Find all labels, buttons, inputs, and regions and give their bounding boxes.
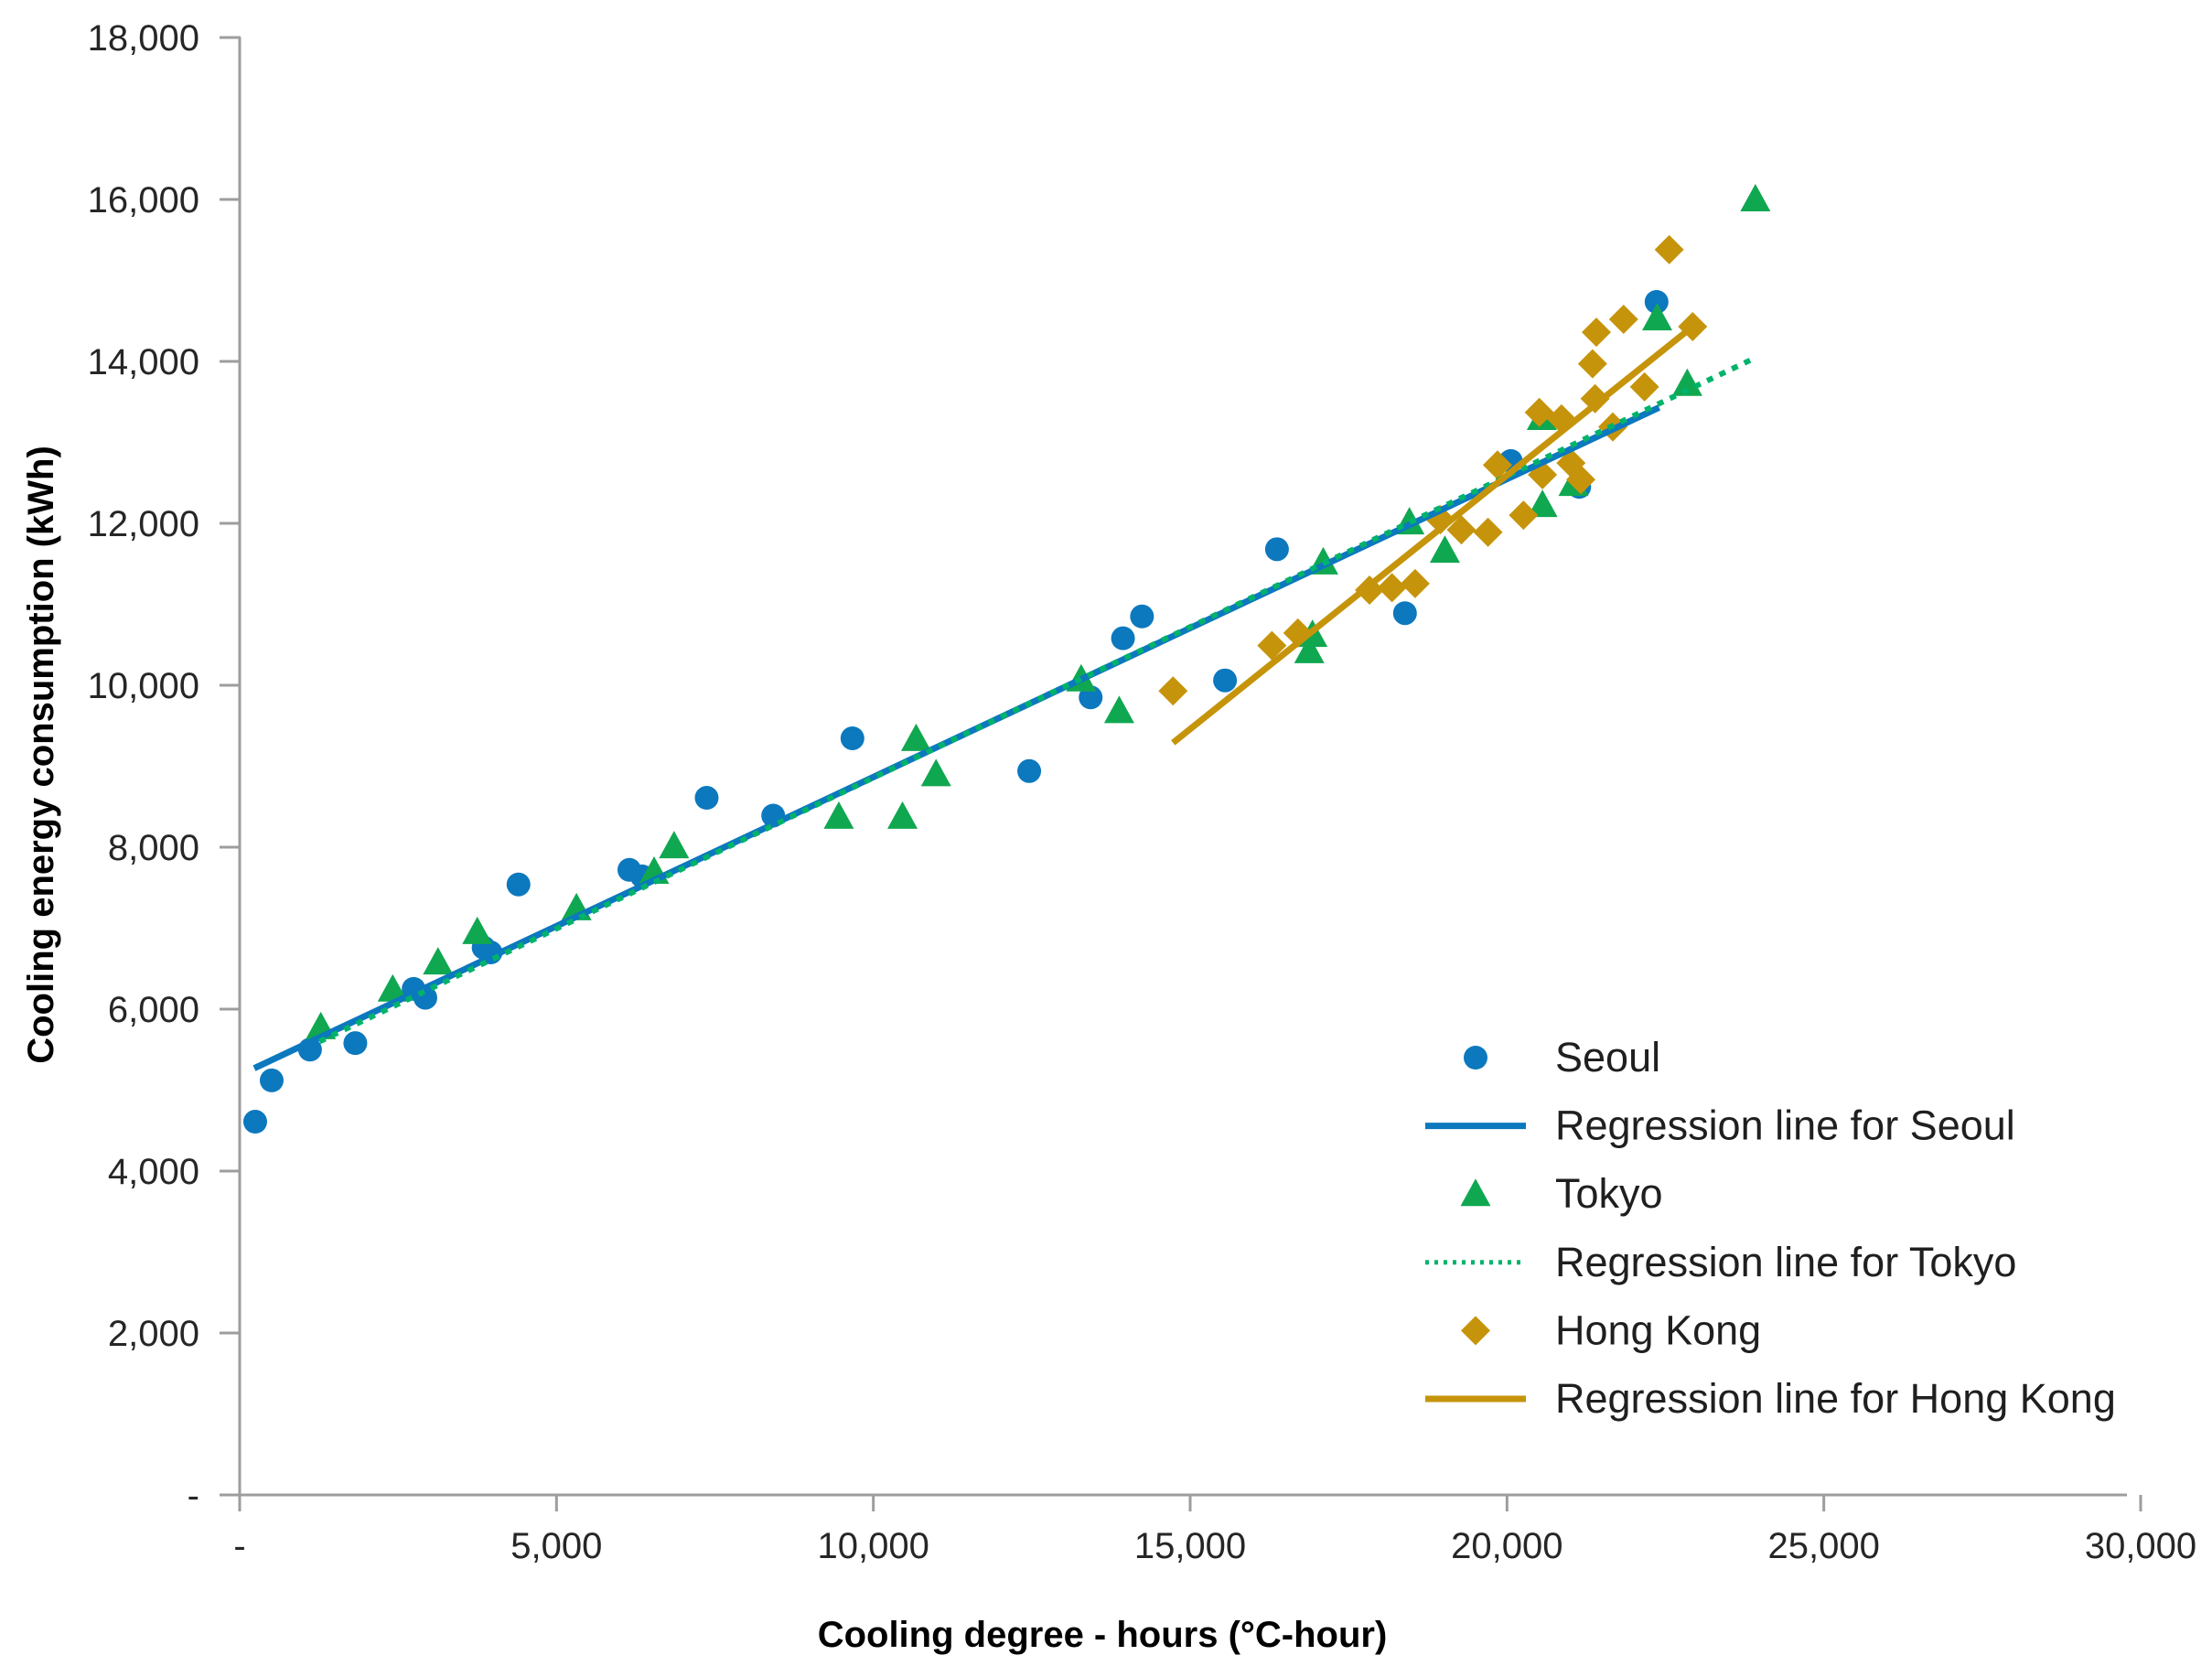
seoul-point-marker [1213, 668, 1238, 693]
tokyo-point-marker [1740, 184, 1771, 211]
legend-item-hong-kong: Hong Kong [1461, 1306, 1761, 1353]
series-seoul [242, 289, 1669, 1134]
legend-item-seoul: Seoul [1464, 1034, 1660, 1080]
legend-triangle-swatch [1460, 1178, 1491, 1207]
legend-diamond-swatch [1461, 1316, 1490, 1346]
tokyo-point-marker [659, 831, 690, 859]
hong-kong-point-marker [1580, 383, 1610, 414]
tokyo-point-marker [377, 973, 408, 1002]
y-tick-label: 4,000 [108, 1152, 199, 1192]
tokyo-point-marker [823, 801, 854, 829]
hong-kong-point-marker [1257, 630, 1287, 661]
seoul-point-marker [1017, 758, 1042, 783]
seoul-point-marker [1392, 601, 1417, 626]
y-axis-title: Cooling energy consumption (kWh) [21, 446, 61, 1064]
series-tokyo [306, 184, 1771, 1039]
x-tick-label: 25,000 [1767, 1526, 1879, 1566]
hong-kong-point-marker [1566, 465, 1596, 495]
regression-lines [252, 324, 1755, 1071]
series-hong-kong [1158, 234, 1708, 706]
seoul-point-marker [1264, 537, 1289, 562]
y-tick-label: 18,000 [88, 18, 199, 59]
tokyo-point-marker [1103, 695, 1134, 724]
hong-kong-point-marker [1528, 459, 1558, 489]
hong-kong-point-marker [1400, 568, 1430, 598]
seoul-point-marker [259, 1068, 284, 1092]
legend-label: Seoul [1555, 1034, 1660, 1080]
tokyo-point-marker [423, 947, 454, 975]
y-tick-label: 2,000 [108, 1314, 199, 1354]
tokyo-point-marker [1429, 535, 1460, 564]
x-tick-label: 30,000 [2085, 1526, 2196, 1566]
tokyo-point-marker [1671, 368, 1702, 396]
legend-item-regression-line-for-hong-kong: Regression line for Hong Kong [1425, 1375, 2116, 1422]
x-tick-label: 20,000 [1451, 1526, 1562, 1566]
legend-circle-swatch [1464, 1046, 1487, 1070]
tokyo-point-marker [1527, 489, 1558, 518]
legend-label: Regression line for Tokyo [1555, 1239, 2016, 1285]
legend-item-regression-line-for-tokyo: Regression line for Tokyo [1425, 1239, 2016, 1285]
tokyo-point-marker [1294, 635, 1325, 663]
hong-kong-point-marker [1654, 234, 1684, 264]
hong-kong-point-marker [1158, 676, 1188, 706]
legend-label: Tokyo [1555, 1170, 1663, 1217]
hong-kong-point-marker [1581, 317, 1611, 348]
hong-kong-point-marker [1473, 517, 1503, 547]
y-tick-label: 12,000 [88, 504, 199, 544]
hong-kong-point-marker [1509, 500, 1539, 531]
legend-label: Regression line for Seoul [1555, 1102, 2015, 1149]
legend-label: Hong Kong [1555, 1306, 1761, 1353]
legend-label: Regression line for Hong Kong [1555, 1375, 2116, 1422]
hong-kong-point-marker [1446, 515, 1476, 545]
legend: Seoul Regression line for Seoul Tokyo Regre… [1425, 1034, 2116, 1422]
seoul-point-marker [840, 726, 864, 750]
hong-kong-point-marker [1629, 371, 1659, 402]
axis-tick-labels: - 2,000 4,000 6,000 8,000 10,000 12,000 14,000 1… [88, 18, 2197, 1566]
regression-line-for-hong-kong [1171, 324, 1695, 746]
legend-item-tokyo: Tokyo [1460, 1170, 1663, 1217]
seoul-point-marker [1130, 604, 1154, 629]
y-tick-label: 8,000 [108, 828, 199, 868]
x-tick-label: - [233, 1526, 245, 1566]
seoul-point-marker [242, 1110, 267, 1134]
seoul-point-marker [506, 872, 531, 897]
data-points [242, 184, 1771, 1134]
seoul-point-marker [343, 1031, 368, 1056]
tokyo-point-marker [1641, 303, 1672, 331]
seoul-point-marker [1111, 626, 1135, 650]
x-tick-label: 5,000 [510, 1526, 602, 1566]
tokyo-point-marker [900, 723, 931, 751]
axis-ticks [220, 36, 2142, 1511]
hong-kong-point-marker [1524, 397, 1554, 427]
x-tick-label: 10,000 [817, 1526, 929, 1566]
tokyo-point-marker [462, 916, 493, 944]
legend-item-regression-line-for-seoul: Regression line for Seoul [1425, 1102, 2015, 1149]
axes [220, 38, 2127, 1510]
hong-kong-point-marker [1608, 304, 1638, 334]
tokyo-point-marker [920, 758, 951, 787]
y-tick-label: 16,000 [88, 180, 199, 220]
x-tick-label: 15,000 [1134, 1526, 1246, 1566]
hong-kong-point-marker [1377, 573, 1407, 603]
tokyo-point-marker [887, 801, 918, 829]
y-tick-label: - [188, 1476, 199, 1516]
seoul-point-marker [1644, 289, 1669, 314]
y-tick-label: 6,000 [108, 990, 199, 1030]
y-tick-label: 10,000 [88, 666, 199, 706]
x-axis-title: Cooling degree - hours (°C-hour) [818, 1615, 1388, 1655]
seoul-point-marker [694, 786, 719, 811]
hong-kong-point-marker [1482, 450, 1512, 480]
hong-kong-point-marker [1577, 349, 1607, 379]
y-tick-label: 14,000 [88, 342, 199, 382]
